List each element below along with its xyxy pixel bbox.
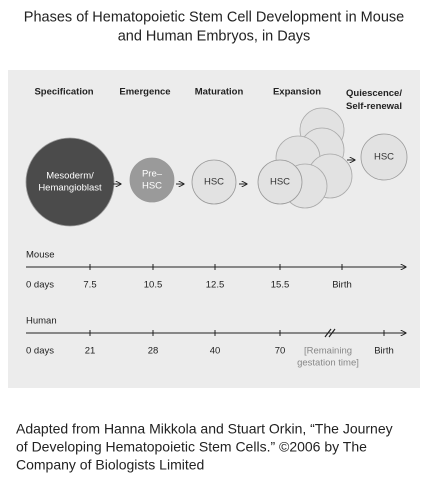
panel: [8, 70, 420, 388]
tick-label: 21: [85, 346, 96, 357]
phase-label: Specification: [34, 87, 93, 98]
phase-label: Emergence: [119, 87, 170, 98]
cell: [360, 133, 408, 181]
cell-label: HSC: [374, 152, 394, 163]
tick-label: gestation time]: [297, 358, 359, 369]
phase-label: Self-renewal: [346, 101, 402, 112]
timeline-label: Mouse: [26, 250, 55, 261]
title: and Human Embryos, in Days: [118, 28, 311, 44]
cell-label: Hemangioblast: [38, 183, 102, 194]
cell: [129, 157, 175, 203]
tick-label: [Remaining: [304, 346, 352, 357]
cell: [191, 159, 237, 205]
tick-label: Birth: [374, 346, 394, 357]
cell-label: HSC: [270, 177, 290, 188]
cell-label: HSC: [204, 177, 224, 188]
caption: Adapted from Hanna Mikkola and Stuart Or…: [16, 421, 393, 437]
tick-label: 28: [148, 346, 159, 357]
cell: [257, 159, 303, 205]
tick-label: 10.5: [144, 280, 163, 291]
timeline-label: Human: [26, 316, 57, 327]
tick-label: Birth: [332, 280, 352, 291]
tick-label: 40: [210, 346, 221, 357]
tick-label: 0 days: [26, 280, 54, 291]
cell-label: HSC: [142, 181, 162, 192]
tick-label: 0 days: [26, 346, 54, 357]
break-mark: [328, 328, 336, 338]
cell: [25, 137, 115, 227]
break-mark: [324, 328, 332, 338]
phase-label: Quiescence/: [346, 88, 402, 99]
cell-label: Pre–: [142, 169, 163, 180]
tick-label: 7.5: [83, 280, 96, 291]
tick-label: 12.5: [206, 280, 225, 291]
phase-label: Maturation: [195, 87, 244, 98]
caption: of Developing Hematopoietic Stem Cells.”…: [16, 439, 367, 455]
tick-label: 70: [275, 346, 286, 357]
cell-label: Mesoderm/: [46, 171, 94, 182]
tick-label: 15.5: [271, 280, 290, 291]
caption: Company of Biologists Limited: [16, 457, 204, 473]
phase-label: Expansion: [273, 87, 321, 98]
title: Phases of Hematopoietic Stem Cell Develo…: [24, 9, 404, 25]
